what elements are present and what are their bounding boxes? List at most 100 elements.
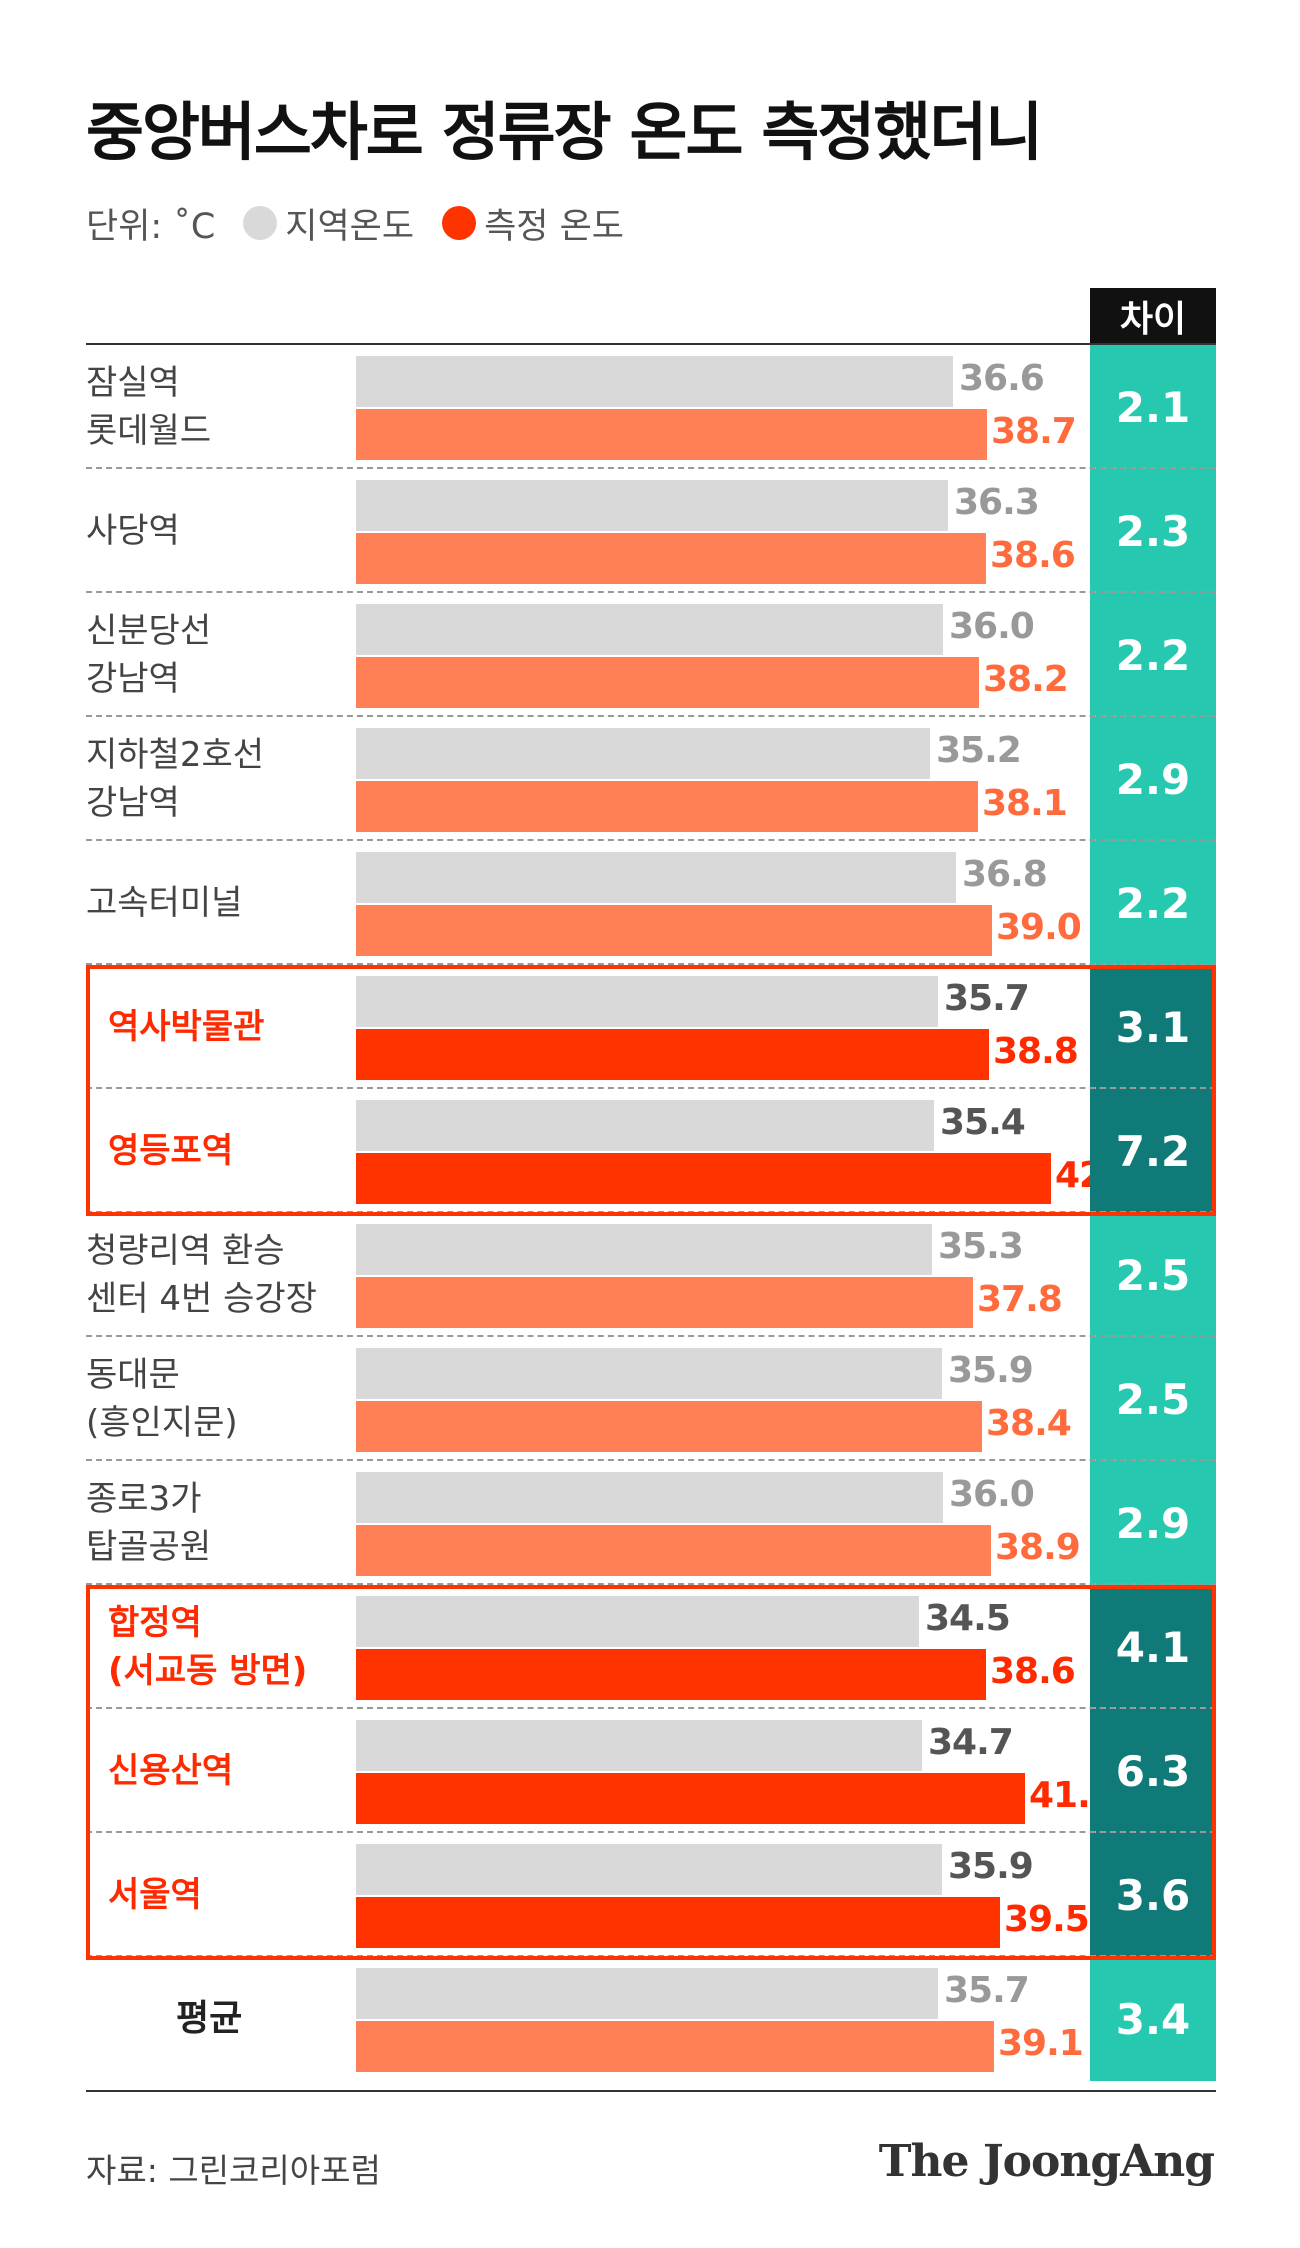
local-temp-bar: [356, 728, 930, 779]
measured-temp-value: 38.6: [990, 535, 1076, 576]
station-row: 잠실역 롯데월드 36.6 38.7 2.1: [86, 345, 1216, 469]
local-temp-bar: [356, 852, 956, 903]
measured-temp-value: 38.8: [993, 1031, 1079, 1072]
difference-value: 2.3: [1090, 469, 1216, 593]
chart-title: 중앙버스차로 정류장 온도 측정했더니: [86, 96, 1043, 169]
measured-temp-value: 38.1: [982, 783, 1068, 824]
source-note: 자료: 그린코리아포럼: [86, 2151, 381, 2190]
unit-label: 단위: ˚C: [86, 206, 216, 247]
measured-temp-bar: [356, 1525, 991, 1576]
row-label-line: 신용산역: [108, 1751, 234, 1791]
station-row: 합정역 (서교동 방면) 34.5 38.6 4.1: [86, 1585, 1216, 1709]
station-row: 동대문 (흥인지문) 35.9 38.4 2.5: [86, 1337, 1216, 1461]
local-temp-value: 35.3: [938, 1226, 1024, 1267]
row-label-line: 서울역: [108, 1875, 202, 1915]
row-label-line: 강남역: [86, 659, 180, 699]
legend-local-label: 지역온도: [285, 206, 415, 247]
highlight-box-group-1: [86, 965, 1216, 1216]
local-temp-bar: [356, 1100, 934, 1151]
measured-temp-bar: [356, 1649, 986, 1700]
row-label: 신용산역: [86, 1709, 346, 1833]
row-label-line: 동대문: [86, 1355, 180, 1395]
station-row: 역사박물관 35.7 38.8 3.1: [86, 965, 1216, 1089]
difference-column-header: 차이: [1090, 288, 1216, 344]
row-label-line: 청량리역 환승: [86, 1231, 285, 1271]
row-label-line: 탑골공원: [86, 1527, 212, 1567]
measured-temp-value: 38.7: [991, 411, 1077, 452]
difference-value: 2.9: [1090, 717, 1216, 841]
row-label-line: 영등포역: [108, 1131, 234, 1171]
row-label: 고속터미널: [86, 841, 346, 965]
difference-value: 7.2: [1090, 1089, 1216, 1213]
row-label: 평균: [86, 1957, 346, 2081]
local-temp-value: 36.0: [949, 1474, 1035, 1515]
measured-temp-bar: [356, 2021, 994, 2072]
row-label: 합정역 (서교동 방면): [86, 1585, 346, 1709]
local-temp-bar: [356, 356, 953, 407]
station-row: 서울역 35.9 39.5 3.6: [86, 1833, 1216, 1957]
local-temp-value: 36.0: [949, 606, 1035, 647]
average-row: 평균 35.7 39.1 3.4: [86, 1957, 1216, 2081]
difference-value: 2.9: [1090, 1461, 1216, 1585]
measured-temp-bar: [356, 1897, 1000, 1948]
local-temp-value: 35.2: [936, 730, 1022, 771]
row-label: 영등포역: [86, 1089, 346, 1213]
measured-temp-bar: [356, 1153, 1051, 1204]
measured-temp-bar: [356, 657, 979, 708]
local-temp-value: 35.7: [944, 1970, 1030, 2011]
difference-value: 2.5: [1090, 1213, 1216, 1337]
local-temp-bar: [356, 1472, 943, 1523]
local-temp-value: 35.7: [944, 978, 1030, 1019]
row-label-line: 신분당선: [86, 611, 212, 651]
difference-value: 2.5: [1090, 1337, 1216, 1461]
row-label-line: 역사박물관: [108, 1007, 265, 1047]
measured-temp-swatch-icon: [442, 206, 477, 240]
local-temp-swatch-icon: [243, 206, 278, 240]
local-temp-bar: [356, 1720, 922, 1771]
local-temp-value: 35.9: [948, 1350, 1034, 1391]
local-temp-value: 36.3: [954, 482, 1040, 523]
local-temp-value: 35.4: [940, 1102, 1026, 1143]
local-temp-bar: [356, 480, 948, 531]
row-label-line: 종로3가: [86, 1479, 202, 1519]
row-label: 역사박물관: [86, 965, 346, 1089]
measured-temp-bar: [356, 1277, 973, 1328]
row-label: 서울역: [86, 1833, 346, 1957]
difference-value: 2.2: [1090, 593, 1216, 717]
difference-value: 2.2: [1090, 841, 1216, 965]
table-bottom-rule: [86, 2090, 1216, 2092]
table-top-rule: [86, 343, 1216, 345]
local-temp-bar: [356, 976, 938, 1027]
station-row: 사당역 36.3 38.6 2.3: [86, 469, 1216, 593]
difference-value: 3.6: [1090, 1833, 1216, 1957]
measured-temp-value: 39.0: [996, 907, 1082, 948]
legend: 단위: ˚C 지역온도 측정 온도: [86, 198, 624, 248]
measured-temp-value: 39.1: [998, 2023, 1084, 2064]
row-label-line: 사당역: [86, 511, 180, 551]
row-label-line: 합정역: [108, 1603, 202, 1643]
row-label-line: 평균: [176, 1998, 243, 2039]
local-temp-value: 34.7: [928, 1722, 1014, 1763]
measured-temp-bar: [356, 781, 978, 832]
local-temp-bar: [356, 1596, 919, 1647]
local-temp-value: 36.6: [959, 358, 1045, 399]
measured-temp-bar: [356, 533, 986, 584]
row-label: 청량리역 환승 센터 4번 승강장: [86, 1213, 346, 1337]
chart-rows: 잠실역 롯데월드 36.6 38.7 2.1 사당역 36.3 38.6 2.3 신분당선 강남역 3…: [86, 345, 1216, 2081]
difference-value: 3.4: [1090, 1957, 1216, 2081]
local-temp-value: 35.9: [948, 1846, 1034, 1887]
highlight-box-group-2: [86, 1585, 1216, 1960]
difference-value: 6.3: [1090, 1709, 1216, 1833]
measured-temp-value: 38.2: [983, 659, 1069, 700]
measured-temp-value: 38.6: [990, 1651, 1076, 1692]
row-label: 동대문 (흥인지문): [86, 1337, 346, 1461]
row-label-line: 롯데월드: [86, 411, 212, 451]
row-label-line: 강남역: [86, 783, 180, 823]
row-label: 잠실역 롯데월드: [86, 345, 346, 469]
row-label-line: 지하철2호선: [86, 735, 265, 775]
